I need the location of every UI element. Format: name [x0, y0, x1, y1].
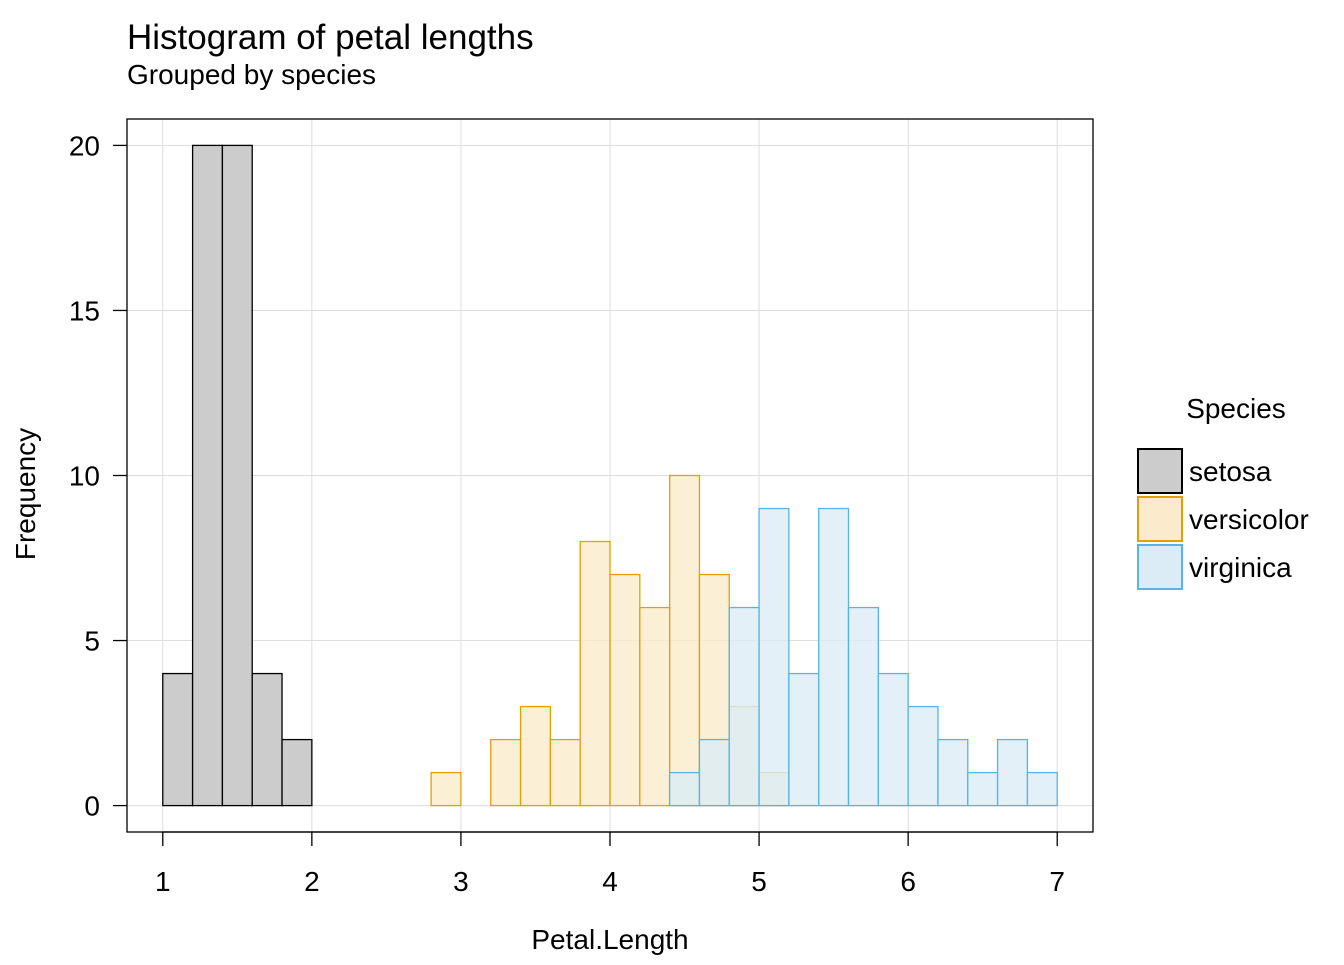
x-tick-label: 4	[602, 866, 618, 897]
y-tick-label: 20	[69, 130, 100, 161]
bar-setosa	[162, 672, 194, 807]
x-tick-label: 2	[304, 866, 320, 897]
legend-label: setosa	[1189, 456, 1272, 487]
bar-virginica	[728, 606, 760, 807]
legend-label: versicolor	[1189, 504, 1309, 535]
bar-virginica	[758, 507, 790, 807]
bar-setosa	[221, 144, 253, 807]
bar-virginica	[668, 771, 701, 807]
bar-virginica	[967, 771, 999, 807]
x-tick-label: 1	[155, 866, 171, 897]
x-tick-label: 7	[1049, 866, 1065, 897]
bar-versicolor	[579, 540, 611, 807]
bar-virginica	[818, 507, 850, 807]
bar-virginica	[907, 705, 939, 807]
chart-title: Histogram of petal lengths	[127, 18, 534, 57]
y-tick-label: 10	[69, 461, 100, 492]
y-axis: 0 5 10 15 20	[69, 130, 127, 822]
series-setosa	[162, 144, 313, 807]
bar-versicolor	[549, 738, 581, 807]
bar-virginica	[996, 738, 1029, 807]
x-axis-label: Petal.Length	[531, 924, 688, 955]
bar-versicolor	[430, 771, 462, 807]
bar-virginica	[847, 606, 879, 807]
x-tick-label: 3	[453, 866, 469, 897]
bar-virginica	[1026, 771, 1058, 807]
y-tick-label: 0	[84, 791, 100, 822]
legend-swatch	[1137, 496, 1183, 542]
y-axis-label: Frequency	[10, 428, 41, 560]
bar-versicolor	[519, 705, 552, 807]
bar-virginica	[937, 738, 969, 807]
legend-swatch	[1137, 448, 1183, 494]
bar-setosa	[251, 672, 283, 807]
bar-setosa	[191, 144, 224, 807]
bar-versicolor	[490, 738, 522, 807]
histogram-bars	[162, 144, 1058, 807]
bar-virginica	[877, 672, 909, 807]
y-tick-label: 15	[69, 295, 100, 326]
x-tick-label: 6	[900, 866, 916, 897]
bar-virginica	[698, 738, 730, 807]
series-virginica	[668, 507, 1058, 807]
bar-versicolor	[609, 573, 641, 807]
chart-subtitle: Grouped by species	[127, 59, 376, 90]
x-tick-label: 5	[751, 866, 767, 897]
bar-setosa	[281, 738, 313, 807]
bar-versicolor	[668, 474, 701, 807]
bar-versicolor	[639, 606, 671, 807]
legend-label: virginica	[1189, 552, 1292, 583]
legend-title: Species	[1186, 393, 1286, 424]
legend-item-setosa: setosa	[1137, 448, 1272, 494]
x-axis: 1 2 3 4 5 6 7	[155, 831, 1065, 897]
legend-swatch	[1137, 544, 1183, 590]
y-tick-label: 5	[84, 626, 100, 657]
bar-virginica	[788, 672, 820, 807]
legend-item-versicolor: versicolor	[1137, 496, 1309, 542]
legend-item-virginica: virginica	[1137, 544, 1292, 590]
legend: Species setosa versicolor virginica	[1137, 393, 1309, 590]
